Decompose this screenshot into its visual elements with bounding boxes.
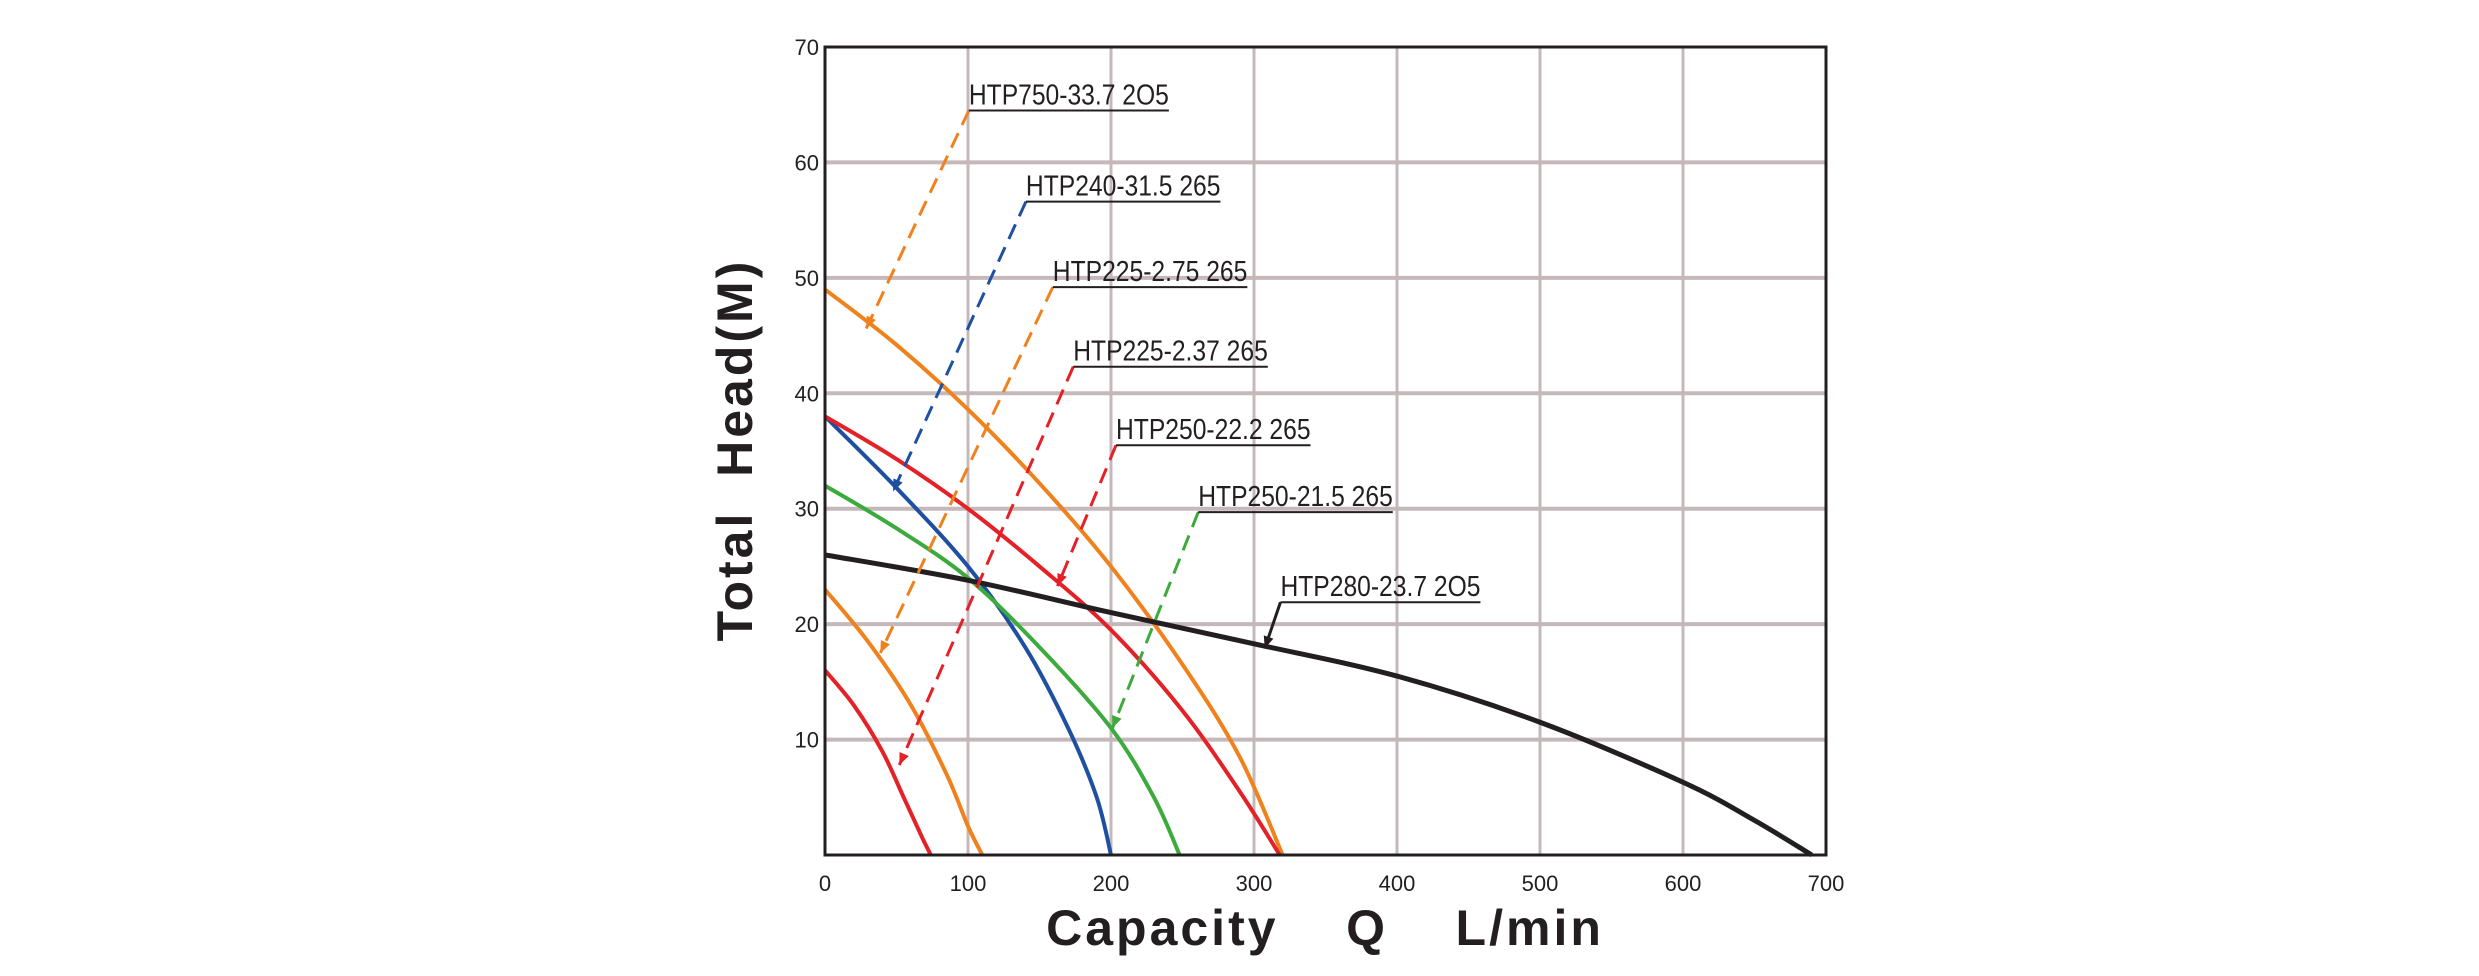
curve-htp225-2-37-265 <box>823 669 933 856</box>
curve-htp280-23-7-2o5 <box>824 552 1813 858</box>
leader-line <box>897 366 1075 766</box>
x-tick-label: 200 <box>1093 871 1130 896</box>
arrowhead-icon <box>866 315 876 329</box>
curve-htp250-22-2-265 <box>823 414 1282 857</box>
y-tick-label: 50 <box>795 266 819 291</box>
curve-label: HTP750-33.7 2O5 <box>969 79 1169 111</box>
curve-htp250-21-5-265 <box>823 483 1182 856</box>
plot-frame <box>823 45 1828 857</box>
label-htp280-23-7-2o5: HTP280-23.7 2O5 <box>1263 570 1481 649</box>
leader-line <box>1111 511 1200 729</box>
curve-label: HTP250-21.5 265 <box>1198 480 1393 512</box>
leader-line <box>864 109 971 330</box>
x-tick-label: 600 <box>1665 871 1702 896</box>
x-tick-label: 300 <box>1236 871 1273 896</box>
label-htp225-2-75-265: HTP225-2.75 265 <box>878 255 1248 654</box>
x-tick-label: 400 <box>1379 871 1416 896</box>
y-tick-label: 40 <box>795 381 819 406</box>
label-htp225-2-37-265: HTP225-2.37 265 <box>897 335 1268 766</box>
x-tick-label: 100 <box>950 871 987 896</box>
label-htp750-33-7-2o5: HTP750-33.7 2O5 <box>864 79 1169 330</box>
x-axis-title: Capacity Q L/min <box>1046 900 1604 956</box>
y-tick-label: 70 <box>795 35 819 60</box>
curve-label: HTP225-2.75 265 <box>1053 255 1248 287</box>
leader-line <box>891 201 1028 493</box>
y-tick-label: 60 <box>795 150 819 175</box>
arrowhead-icon <box>880 640 891 653</box>
arrowhead-icon <box>893 478 903 492</box>
x-tick-label: 500 <box>1522 871 1559 896</box>
curve-htp750-33-7-2o5 <box>823 287 1285 856</box>
x-tick-label: 700 <box>1808 871 1845 896</box>
curve-labels: HTP750-33.7 2O5 HTP240-31.5 265 HTP225-2.7… <box>864 79 1481 766</box>
y-axis-title: Total Head(M) <box>707 259 763 642</box>
arrowhead-icon <box>899 751 909 765</box>
arrowhead-icon <box>1057 573 1067 587</box>
leader-line <box>878 286 1055 654</box>
curve-label: HTP280-23.7 2O5 <box>1280 570 1480 602</box>
y-tick-label: 20 <box>795 612 819 637</box>
arrowhead-icon <box>1112 715 1122 729</box>
x-tick-label: 0 <box>819 871 831 896</box>
leader-line <box>1056 444 1118 587</box>
curve-htp225-2-75-265 <box>823 588 985 856</box>
axis-ticks: 0 100 200 300 400 500 600 700 10 20 30 40 50 60 70 <box>795 35 1845 896</box>
curve-label: HTP225-2.37 265 <box>1073 335 1268 367</box>
curve-label: HTP240-31.5 265 <box>1026 170 1221 202</box>
label-htp250-22-2-265: HTP250-22.2 265 <box>1056 413 1311 587</box>
label-htp240-31-5-265: HTP240-31.5 265 <box>891 170 1221 493</box>
arrowhead-icon <box>1263 635 1274 649</box>
label-htp250-21-5-265: HTP250-21.5 265 <box>1111 480 1393 729</box>
y-tick-label: 10 <box>795 728 819 753</box>
curve-label: HTP250-22.2 265 <box>1116 413 1311 445</box>
y-tick-label: 30 <box>795 497 819 522</box>
